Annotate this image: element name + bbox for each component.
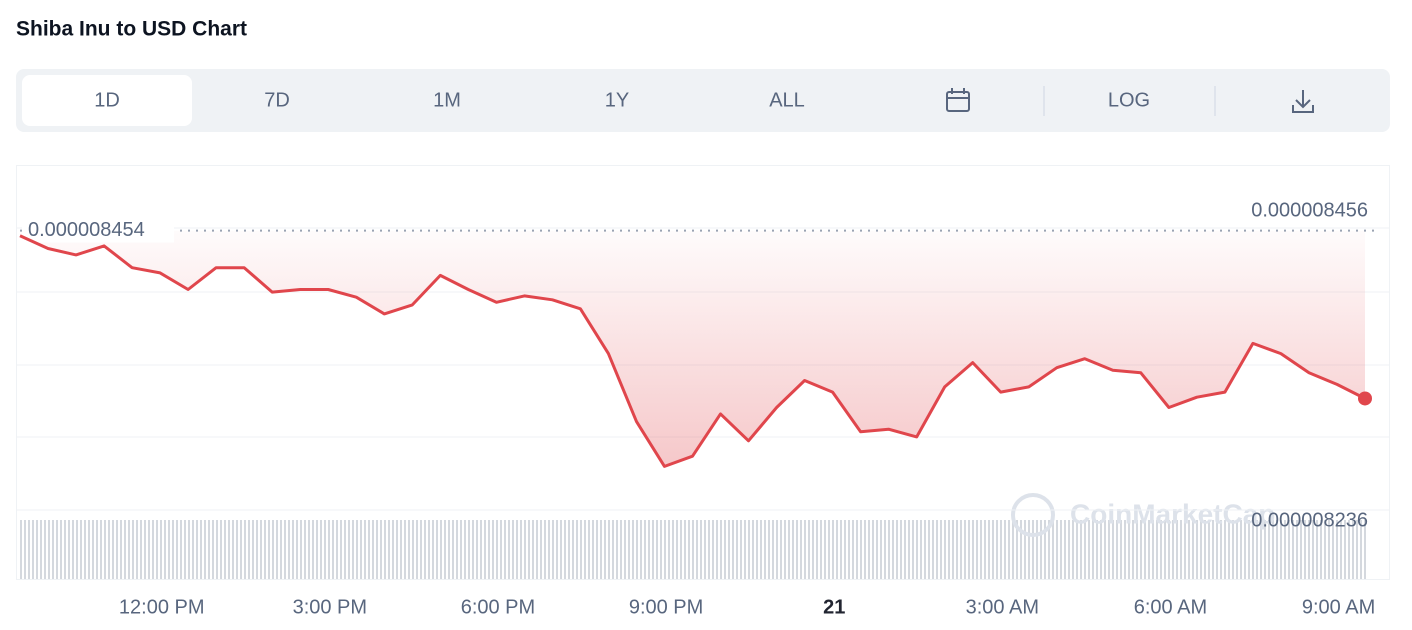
- log-toggle[interactable]: LOG: [1108, 89, 1150, 111]
- x-tick-label: 21: [823, 596, 845, 618]
- x-tick-label: 12:00 PM: [119, 596, 205, 618]
- range-tab[interactable]: 7D: [264, 89, 290, 111]
- x-tick-label: 9:00 AM: [1302, 596, 1375, 618]
- x-tick-label: 3:00 AM: [966, 596, 1039, 618]
- page-title: Shiba Inu to USD Chart: [16, 18, 247, 41]
- y-tick-label: 0.000008236: [1251, 509, 1368, 531]
- range-tab[interactable]: 1Y: [605, 89, 629, 111]
- active-tab: [22, 75, 192, 126]
- range-tab[interactable]: 1M: [433, 89, 461, 111]
- volume-strip: [18, 520, 1366, 579]
- x-tick-label: 3:00 PM: [293, 596, 367, 618]
- range-tab[interactable]: ALL: [769, 89, 805, 111]
- toolbar: [16, 69, 1390, 132]
- watermark-logo: [1011, 493, 1055, 537]
- chart-frame: [16, 165, 1390, 580]
- x-tick-label: 6:00 AM: [1134, 596, 1207, 618]
- download-icon[interactable]: [1292, 90, 1314, 113]
- reference-label-bg: [22, 216, 174, 243]
- reference-label: 0.000008454: [28, 219, 145, 241]
- x-tick-label: 6:00 PM: [461, 596, 535, 618]
- x-tick-label: 9:00 PM: [629, 596, 703, 618]
- area: [20, 230, 1365, 467]
- watermark: CoinMarketCap: [1070, 498, 1275, 529]
- range-tab[interactable]: 1D: [94, 89, 120, 111]
- y-tick-label: 0.000008456: [1251, 199, 1368, 221]
- last-point: [1358, 391, 1372, 406]
- calendar-icon[interactable]: [946, 88, 970, 112]
- price-line: [19, 234, 1366, 468]
